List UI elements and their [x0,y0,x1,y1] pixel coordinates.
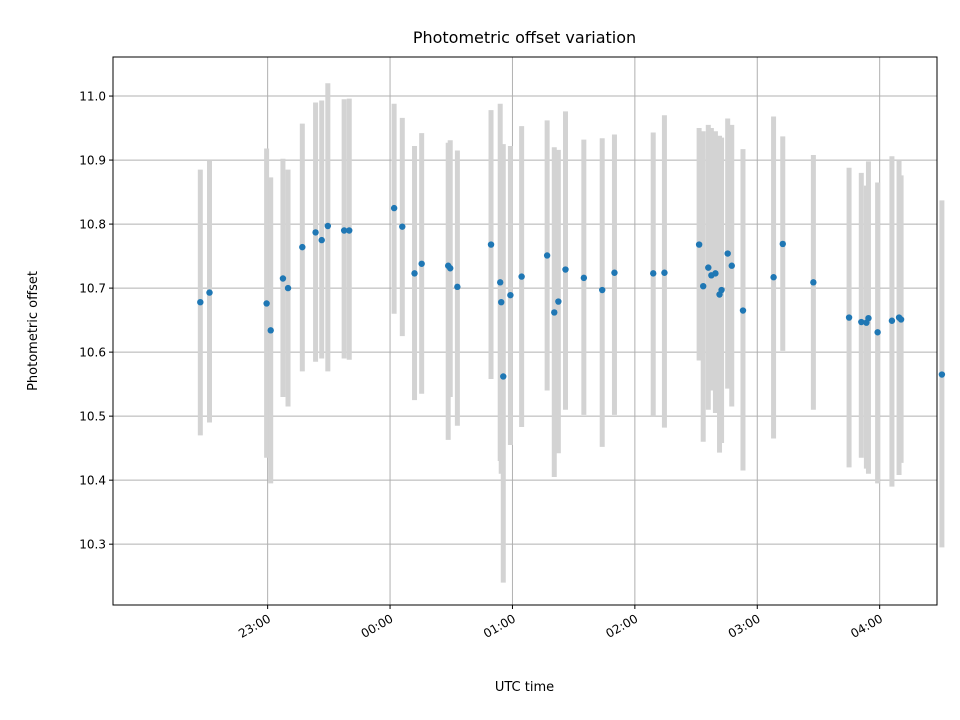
data-point [518,273,525,280]
data-point [197,298,204,306]
x-tick-label: 00:00 [359,611,396,640]
data-point [888,317,896,324]
data-point [728,262,735,269]
y-tick-label: 10.4 [79,474,106,488]
y-axis-ticks: 10.3 10.4 10.5 10.6 10.7 10.8 10.9 11.0 [79,90,113,552]
data-point [865,314,872,322]
chart-title: Photometric offset variation [413,28,636,47]
data-point [206,289,213,296]
data-point [299,243,306,251]
data-point [580,274,588,282]
data-point [497,279,504,286]
data-point [695,241,703,248]
data-point [938,371,946,378]
data-point [858,318,865,326]
data-point [318,236,325,244]
error-bars [197,83,945,583]
data-point [551,309,558,316]
data-point [418,260,425,267]
data-point [661,269,668,276]
y-tick-label: 10.3 [79,538,106,552]
data-point [279,275,287,282]
x-axis-ticks: 23:00 00:00 01:00 02:00 03:00 04:00 [236,605,885,641]
x-tick-label: 03:00 [726,611,763,640]
data-point [498,298,505,306]
data-point [779,240,786,248]
data-point [312,229,319,236]
data-point [897,316,905,323]
data-point [340,227,348,234]
data-point [543,252,551,259]
data-point [507,291,514,299]
data-point [739,307,747,314]
data-point [611,269,618,276]
x-tick-label: 23:00 [236,611,273,640]
y-tick-label: 10.8 [79,218,106,232]
data-point [724,250,731,257]
data-point [555,298,562,305]
data-point [845,314,853,321]
plot-area-frame [112,56,938,606]
data-point [599,286,606,294]
data-point [399,223,406,230]
data-points [197,204,946,380]
y-tick-label: 10.6 [79,346,106,360]
data-point [346,227,353,234]
data-point [447,265,454,272]
data-point [411,270,418,277]
y-tick-label: 11.0 [79,90,106,104]
data-point [562,266,569,273]
data-point [324,222,332,230]
data-point [874,329,881,336]
x-tick-label: 04:00 [848,611,885,640]
data-point [454,283,461,291]
data-point [712,270,719,277]
x-axis-label: UTC time [495,680,554,695]
data-point [284,284,292,292]
y-tick-label: 10.5 [79,410,106,424]
data-point [770,274,777,281]
data-point [718,286,725,294]
data-point [700,282,707,290]
y-tick-label: 10.7 [79,282,106,296]
data-point [705,264,712,271]
x-tick-label: 02:00 [603,611,640,640]
x-tick-label: 01:00 [481,611,518,640]
data-point [263,300,270,307]
data-point [487,241,495,248]
data-point [500,373,507,380]
data-point [390,204,398,212]
y-tick-label: 10.9 [79,154,106,168]
y-axis-label: Photometric offset [26,271,41,391]
data-point [267,327,274,334]
data-point [810,279,817,286]
data-point [650,270,657,277]
